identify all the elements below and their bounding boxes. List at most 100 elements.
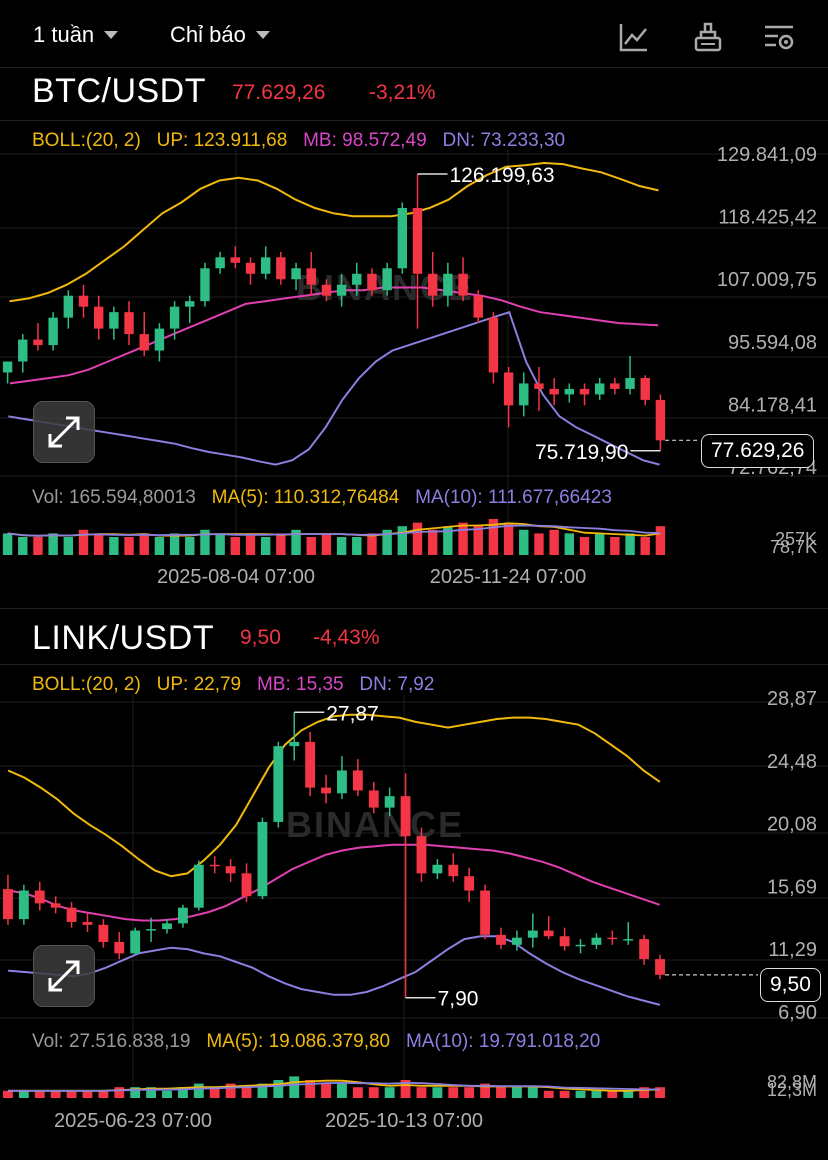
- volume-bar: [336, 537, 347, 555]
- chevron-down-icon: [104, 31, 119, 39]
- volume-bar: [368, 1087, 379, 1098]
- boll-lower-line: [8, 935, 661, 1006]
- volume-bar: [591, 1090, 602, 1098]
- volume-bar: [2, 533, 13, 555]
- link-candlestick-chart[interactable]: BINANCE 28,87 24,48 20,08 15,69 11,29 6,90 27,8…: [0, 600, 828, 1160]
- volume-bar: [337, 1083, 347, 1098]
- expand-button[interactable]: [33, 945, 95, 1007]
- candle: [367, 273, 377, 291]
- candle: [289, 741, 300, 747]
- volume-bar: [655, 526, 666, 555]
- candle: [260, 257, 271, 274]
- line-chart-icon[interactable]: [617, 20, 651, 54]
- volume-bar: [291, 529, 301, 555]
- volume-bar: [306, 537, 316, 555]
- volume-bar: [18, 537, 28, 555]
- volume-bar: [549, 529, 559, 555]
- volume-bar: [225, 1083, 236, 1098]
- link-pair-title[interactable]: LINK/USDT: [32, 619, 215, 657]
- interval-label: 1 tuần: [33, 22, 95, 47]
- candle: [185, 301, 195, 307]
- volume-bar: [114, 1087, 125, 1098]
- interval-dropdown[interactable]: 1 tuần: [33, 22, 119, 48]
- volume-bar: [382, 529, 392, 555]
- volume-axis-label: 82,8M: [767, 1072, 817, 1092]
- volume-bar: [480, 1083, 491, 1098]
- candle: [209, 864, 220, 867]
- candle: [496, 934, 506, 945]
- volume-bar: [169, 533, 180, 555]
- expand-button[interactable]: [33, 401, 95, 463]
- volume-bar: [503, 522, 514, 555]
- boll-up: UP: 123.911,68: [156, 130, 288, 151]
- vol-ma10: MA(10): 19.791.018,20: [405, 1031, 601, 1052]
- time-axis-label: 2025-06-23 07:00: [54, 1110, 212, 1132]
- volume-bar: [200, 529, 210, 555]
- candle: [511, 937, 522, 945]
- boll-lower-line: [8, 310, 660, 466]
- candle: [519, 383, 529, 406]
- candle: [384, 796, 395, 808]
- candle: [640, 377, 650, 400]
- candle: [130, 930, 141, 954]
- btc-pair-title[interactable]: BTC/USDT: [32, 72, 206, 110]
- candle: [193, 864, 204, 908]
- volume-bar: [610, 537, 620, 555]
- volume-bar: [564, 533, 575, 555]
- btc-boll-legend: BOLL:(20, 2) UP: 123.911,68 MB: 98.572,4…: [32, 130, 565, 152]
- btc-volume-legend: Vol: 165.594,80013 MA(5): 110.312,76484 …: [32, 487, 612, 509]
- candle: [321, 284, 332, 296]
- candle: [427, 273, 438, 296]
- link-boll-legend: BOLL:(20, 2) UP: 22,79 MB: 15,35 DN: 7,9…: [32, 674, 434, 696]
- settings-icon[interactable]: [762, 20, 796, 54]
- volume-bar: [397, 526, 408, 555]
- volume-bar: [384, 1087, 395, 1098]
- volume-bar: [432, 1087, 443, 1098]
- candle: [488, 317, 499, 373]
- candle: [82, 921, 93, 925]
- candle: [18, 339, 28, 362]
- volume-bar: [625, 533, 635, 555]
- volume-bar: [305, 1080, 316, 1098]
- btc-candlestick-chart[interactable]: BINANCE129.841,09118.425,42107.009,7595.…: [0, 0, 828, 600]
- candle: [464, 876, 475, 891]
- candle: [154, 328, 165, 351]
- volume-bar: [241, 1087, 252, 1098]
- volume-bar: [98, 1090, 109, 1098]
- candle: [655, 959, 665, 975]
- volume-axis-label: 12,3M: [767, 1080, 817, 1100]
- candle: [33, 339, 43, 346]
- volume-bar: [607, 1090, 618, 1098]
- time-axis-label: 2025-11-24 07:00: [430, 566, 586, 588]
- price-axis-label: 95.594,08: [728, 332, 817, 354]
- candle: [352, 273, 362, 285]
- volume-bar: [623, 1090, 634, 1098]
- candle: [336, 284, 347, 296]
- candle: [305, 741, 316, 788]
- volume-bar: [416, 1087, 427, 1098]
- boll-dn: DN: 73.233,30: [442, 130, 566, 151]
- volume-bar: [543, 1090, 554, 1098]
- volume-bar: [400, 1080, 411, 1098]
- volume-bar: [575, 1090, 586, 1098]
- volume-bar: [276, 533, 286, 555]
- volume-bar: [63, 537, 74, 555]
- volume-bar: [130, 1087, 141, 1098]
- volume-axis-label: 257K: [775, 529, 817, 549]
- volume-bar: [579, 537, 590, 555]
- boll-upper-line: [7, 713, 661, 878]
- candle: [527, 930, 538, 938]
- price-axis-label: 6,90: [778, 1002, 817, 1024]
- candle: [63, 295, 74, 318]
- brush-icon[interactable]: [691, 20, 725, 54]
- volume-bar: [93, 533, 104, 555]
- volume-bar: [230, 537, 241, 555]
- candle: [321, 787, 331, 794]
- indicator-dropdown[interactable]: Chỉ báo: [170, 22, 270, 48]
- candle: [337, 770, 347, 794]
- volume-ma10-line: [8, 1081, 660, 1092]
- candle: [2, 361, 13, 373]
- candle: [78, 295, 89, 307]
- candle: [109, 312, 119, 329]
- volume-bar: [50, 1090, 61, 1098]
